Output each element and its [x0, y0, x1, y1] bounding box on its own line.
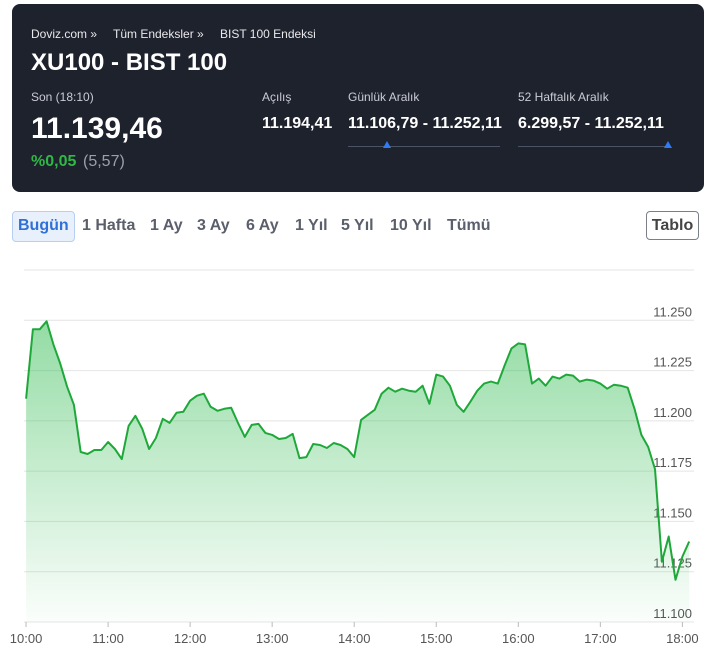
tab[interactable]: 3 Ay — [197, 217, 230, 234]
tab[interactable]: Bugün — [12, 211, 75, 242]
x-tick-label: 17:00 — [584, 631, 617, 646]
y-tick-label: 11.225 — [653, 355, 692, 370]
stat-label: Günlük Aralık — [348, 90, 420, 104]
tab[interactable]: 6 Ay — [246, 217, 279, 234]
x-tick-label: 14:00 — [338, 631, 371, 646]
title: XU100 - BIST 100 — [31, 49, 228, 76]
tab[interactable]: 1 Ay — [150, 217, 183, 234]
range-marker — [664, 141, 672, 148]
line — [25, 320, 691, 581]
x-tick-label: 15:00 — [420, 631, 453, 646]
quote-card: Doviz.com » Tüm Endeksler » BIST 100 End… — [12, 4, 704, 192]
tab[interactable]: 5 Yıl — [341, 217, 374, 234]
y-tick-label: 11.200 — [653, 405, 692, 420]
stat-value: 11.106,79 - 11.252,11 — [348, 115, 502, 132]
range-bar — [348, 146, 500, 147]
x-tick-label: 18:00 — [666, 631, 699, 646]
change-pct: %0,05 — [31, 153, 77, 170]
last-label: Son (18:10) — [31, 90, 94, 104]
last-value: 11.139,46 — [31, 112, 163, 145]
tab[interactable]: Tümü — [447, 217, 491, 234]
x-tick-label: 13:00 — [256, 631, 289, 646]
range-marker — [383, 141, 391, 148]
tab[interactable]: 10 Yıl — [390, 217, 432, 234]
range-bar — [518, 146, 670, 147]
x-tick-label: 16:00 — [502, 631, 535, 646]
breadcrumb[interactable]: Doviz.com » — [31, 27, 98, 41]
y-tick-label: 11.150 — [653, 505, 692, 520]
y-tick-label: 11.175 — [653, 455, 692, 470]
x-tick-label: 10:00 — [10, 631, 43, 646]
tab[interactable]: 1 Hafta — [82, 217, 136, 234]
x-tick-label: 12:00 — [174, 631, 207, 646]
y-tick-label: 11.250 — [653, 304, 692, 319]
x-tick-label: 11:00 — [92, 631, 124, 646]
stat-label: 52 Haftalık Aralık — [518, 90, 609, 104]
breadcrumb: BIST 100 Endeksi — [220, 27, 316, 41]
change: (5,57) — [83, 153, 125, 170]
stat-value: 11.194,41 — [262, 115, 333, 132]
table-button[interactable]: Tablo — [646, 211, 699, 240]
stat-label: Açılış — [262, 90, 292, 104]
breadcrumb[interactable]: Tüm Endeksler » — [113, 27, 204, 41]
stat-value: 6.299,57 - 11.252,11 — [518, 115, 664, 132]
tab[interactable]: 1 Yıl — [295, 217, 328, 234]
area — [26, 321, 690, 622]
